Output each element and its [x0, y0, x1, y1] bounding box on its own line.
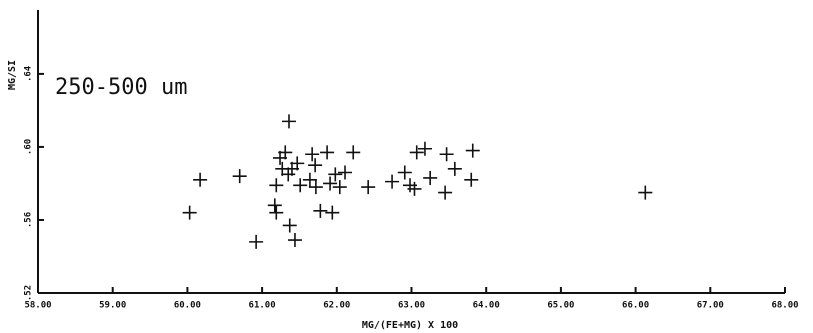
point	[332, 180, 347, 195]
point	[232, 169, 247, 184]
point	[320, 145, 335, 160]
point	[385, 174, 400, 189]
point	[308, 158, 323, 173]
point	[439, 147, 454, 162]
x-axis-label: MG/(FE+MG) X 100	[362, 320, 458, 331]
point	[281, 114, 296, 129]
y-axis-label: MG/SI	[7, 60, 18, 90]
x-tick-label: 65.00	[547, 301, 574, 311]
point	[182, 205, 197, 220]
point	[281, 167, 296, 182]
point	[417, 141, 432, 156]
y-tick-label: .52	[24, 285, 34, 301]
point	[325, 205, 340, 220]
point	[409, 145, 424, 160]
point	[282, 218, 297, 233]
x-tick-label: 64.00	[473, 301, 500, 311]
point	[193, 172, 208, 187]
point	[293, 178, 308, 193]
point	[305, 147, 320, 162]
point	[423, 170, 438, 185]
y-tick-label: .56	[24, 212, 34, 228]
point	[407, 181, 422, 196]
point	[447, 161, 462, 176]
point	[290, 156, 305, 171]
point	[269, 205, 284, 220]
x-tick-label: 61.00	[249, 301, 276, 311]
point	[328, 167, 343, 182]
point	[313, 203, 328, 218]
point	[638, 185, 653, 200]
point	[302, 172, 317, 187]
x-tick-label: 60.00	[174, 301, 201, 311]
x-tick-label: 62.00	[323, 301, 350, 311]
point	[323, 176, 338, 191]
y-tick-label: .60	[24, 139, 34, 155]
point	[267, 198, 282, 213]
x-tick-label: 68.00	[771, 301, 798, 311]
point	[308, 180, 323, 195]
point	[346, 145, 361, 160]
x-tick-label: 67.00	[697, 301, 724, 311]
point	[338, 165, 353, 180]
y-tick-label: .64	[24, 65, 34, 82]
point	[249, 234, 264, 249]
point	[397, 165, 412, 180]
x-tick-label: 58.00	[24, 301, 51, 311]
point	[464, 172, 479, 187]
annotation: 250-500 um	[55, 75, 187, 100]
x-tick-label: 63.00	[398, 301, 425, 311]
x-tick-label: 66.00	[622, 301, 649, 311]
point	[269, 178, 284, 193]
x-tick-label: 59.00	[99, 301, 126, 311]
point	[287, 233, 302, 248]
point	[465, 143, 480, 158]
point	[361, 180, 376, 195]
point	[438, 185, 453, 200]
point	[278, 145, 293, 160]
